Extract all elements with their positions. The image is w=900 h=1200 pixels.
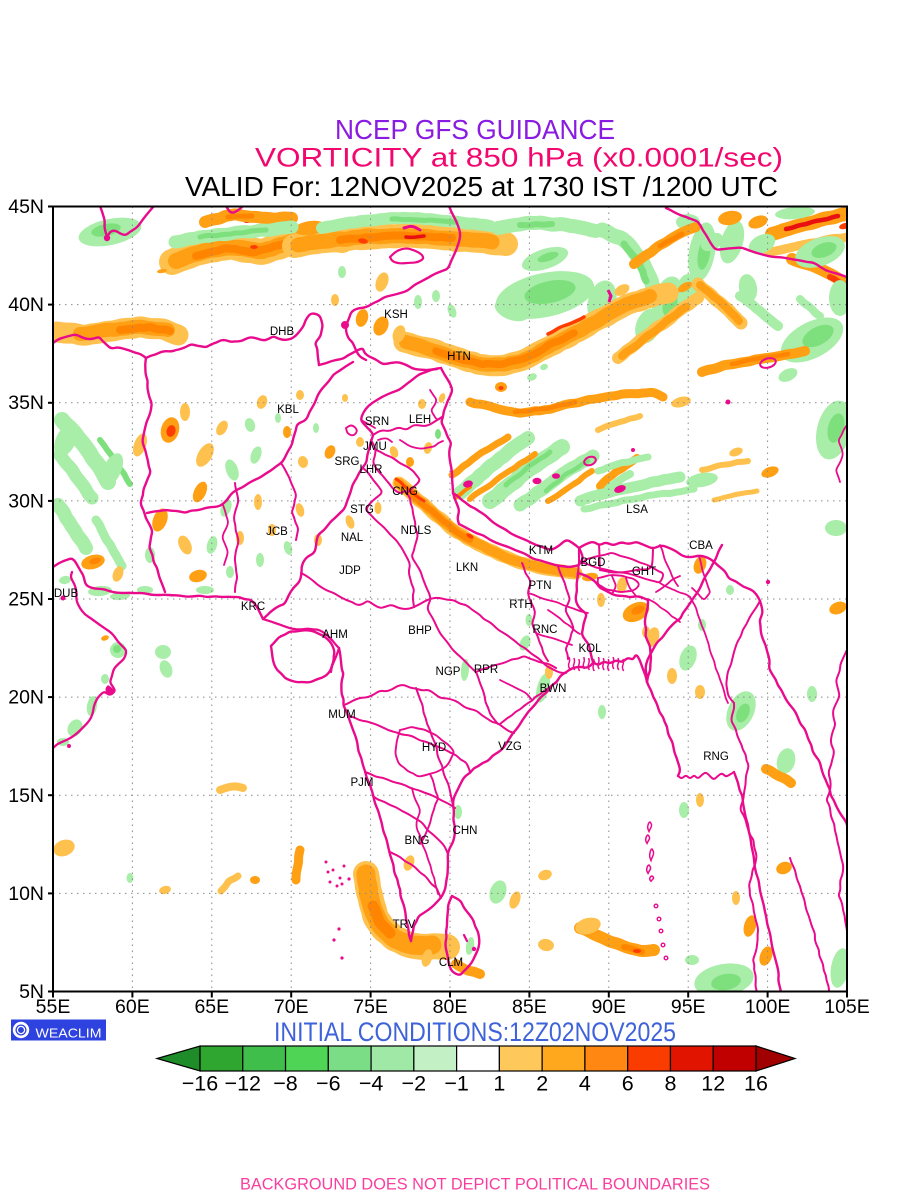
svg-text:5N: 5N bbox=[19, 981, 44, 1003]
svg-text:−4: −4 bbox=[359, 1072, 384, 1096]
svg-text:−12: −12 bbox=[225, 1072, 261, 1096]
svg-text:CNG: CNG bbox=[392, 486, 418, 498]
svg-text:BACKGROUND DOES NOT DEPICT POL: BACKGROUND DOES NOT DEPICT POLITICAL BOU… bbox=[240, 1175, 710, 1194]
svg-text:−1: −1 bbox=[444, 1072, 469, 1096]
svg-text:20N: 20N bbox=[8, 687, 44, 709]
svg-text:NCEP GFS GUIDANCE: NCEP GFS GUIDANCE bbox=[335, 114, 615, 145]
svg-text:100E: 100E bbox=[745, 996, 791, 1018]
svg-text:NGP: NGP bbox=[436, 666, 461, 678]
svg-text:CLM: CLM bbox=[439, 957, 463, 969]
svg-text:HTN: HTN bbox=[447, 351, 471, 363]
svg-text:CBA: CBA bbox=[689, 540, 713, 552]
svg-text:VALID For: 12NOV2025 at 1730 I: VALID For: 12NOV2025 at 1730 IST /1200 U… bbox=[185, 171, 778, 202]
svg-text:2: 2 bbox=[536, 1072, 548, 1096]
svg-text:−16: −16 bbox=[182, 1072, 219, 1096]
svg-text:RNG: RNG bbox=[703, 751, 729, 763]
svg-text:75E: 75E bbox=[353, 996, 388, 1018]
svg-text:25N: 25N bbox=[8, 589, 44, 611]
svg-text:RTH: RTH bbox=[509, 599, 532, 611]
svg-text:MUM: MUM bbox=[328, 709, 355, 721]
svg-text:DHB: DHB bbox=[270, 326, 295, 338]
svg-text:BNG: BNG bbox=[405, 835, 430, 847]
svg-text:VZG: VZG bbox=[498, 741, 522, 753]
svg-text:JDP: JDP bbox=[339, 565, 361, 577]
svg-text:SRN: SRN bbox=[365, 416, 389, 428]
svg-text:16: 16 bbox=[744, 1072, 768, 1096]
svg-text:STG: STG bbox=[350, 504, 374, 516]
svg-text:KSH: KSH bbox=[384, 309, 408, 321]
svg-text:LKN: LKN bbox=[456, 562, 478, 574]
svg-text:WEACLIM: WEACLIM bbox=[36, 1026, 102, 1041]
svg-text:95E: 95E bbox=[671, 996, 706, 1018]
svg-text:85E: 85E bbox=[512, 996, 547, 1018]
svg-text:BHP: BHP bbox=[408, 625, 432, 637]
svg-text:KOL: KOL bbox=[578, 643, 602, 655]
svg-text:CHN: CHN bbox=[453, 825, 478, 837]
svg-text:15N: 15N bbox=[8, 785, 44, 807]
svg-text:NDLS: NDLS bbox=[401, 525, 432, 537]
svg-text:PTN: PTN bbox=[529, 580, 552, 592]
svg-text:6: 6 bbox=[622, 1072, 634, 1096]
svg-text:40N: 40N bbox=[8, 294, 44, 316]
svg-text:JMU: JMU bbox=[363, 441, 387, 453]
svg-text:LSA: LSA bbox=[626, 504, 648, 516]
svg-text:−6: −6 bbox=[316, 1072, 341, 1096]
svg-text:AHM: AHM bbox=[322, 629, 348, 641]
svg-text:TRV: TRV bbox=[393, 919, 416, 931]
svg-text:KTM: KTM bbox=[529, 545, 553, 557]
svg-text:VORTICITY at 850 hPa (x0.0001/: VORTICITY at 850 hPa (x0.0001/sec) bbox=[255, 143, 783, 173]
svg-text:DUB: DUB bbox=[54, 588, 79, 600]
svg-text:1: 1 bbox=[493, 1072, 505, 1096]
svg-text:LEH: LEH bbox=[409, 414, 431, 426]
svg-text:65E: 65E bbox=[194, 996, 229, 1018]
svg-text:35N: 35N bbox=[8, 392, 44, 414]
svg-text:70E: 70E bbox=[274, 996, 309, 1018]
svg-text:−2: −2 bbox=[402, 1072, 427, 1096]
svg-text:SRG: SRG bbox=[335, 456, 360, 468]
svg-text:LHR: LHR bbox=[359, 464, 382, 476]
svg-text:8: 8 bbox=[665, 1072, 677, 1096]
svg-text:RNC: RNC bbox=[533, 624, 558, 636]
svg-text:RPR: RPR bbox=[474, 664, 498, 676]
svg-text:−8: −8 bbox=[273, 1072, 298, 1096]
svg-text:4: 4 bbox=[579, 1072, 591, 1096]
svg-text:JCB: JCB bbox=[266, 526, 288, 538]
svg-text:HYD: HYD bbox=[422, 742, 446, 754]
svg-text:INITIAL CONDITIONS:12Z02NOV202: INITIAL CONDITIONS:12Z02NOV2025 bbox=[274, 1017, 676, 1047]
svg-text:NAL: NAL bbox=[341, 532, 364, 544]
svg-text:KRC: KRC bbox=[241, 601, 265, 613]
svg-text:BGD: BGD bbox=[581, 557, 606, 569]
svg-text:KBL: KBL bbox=[277, 404, 299, 416]
svg-text:55E: 55E bbox=[36, 996, 71, 1018]
svg-text:45N: 45N bbox=[8, 196, 44, 218]
svg-text:60E: 60E bbox=[115, 996, 150, 1018]
svg-text:90E: 90E bbox=[591, 996, 626, 1018]
svg-text:PJM: PJM bbox=[351, 777, 374, 789]
svg-text:80E: 80E bbox=[433, 996, 468, 1018]
svg-text:105E: 105E bbox=[824, 996, 870, 1018]
svg-text:30N: 30N bbox=[8, 490, 44, 512]
svg-text:GHT: GHT bbox=[632, 566, 656, 578]
svg-text:12: 12 bbox=[701, 1072, 725, 1096]
svg-text:10N: 10N bbox=[8, 883, 44, 905]
svg-text:BWN: BWN bbox=[540, 683, 567, 695]
